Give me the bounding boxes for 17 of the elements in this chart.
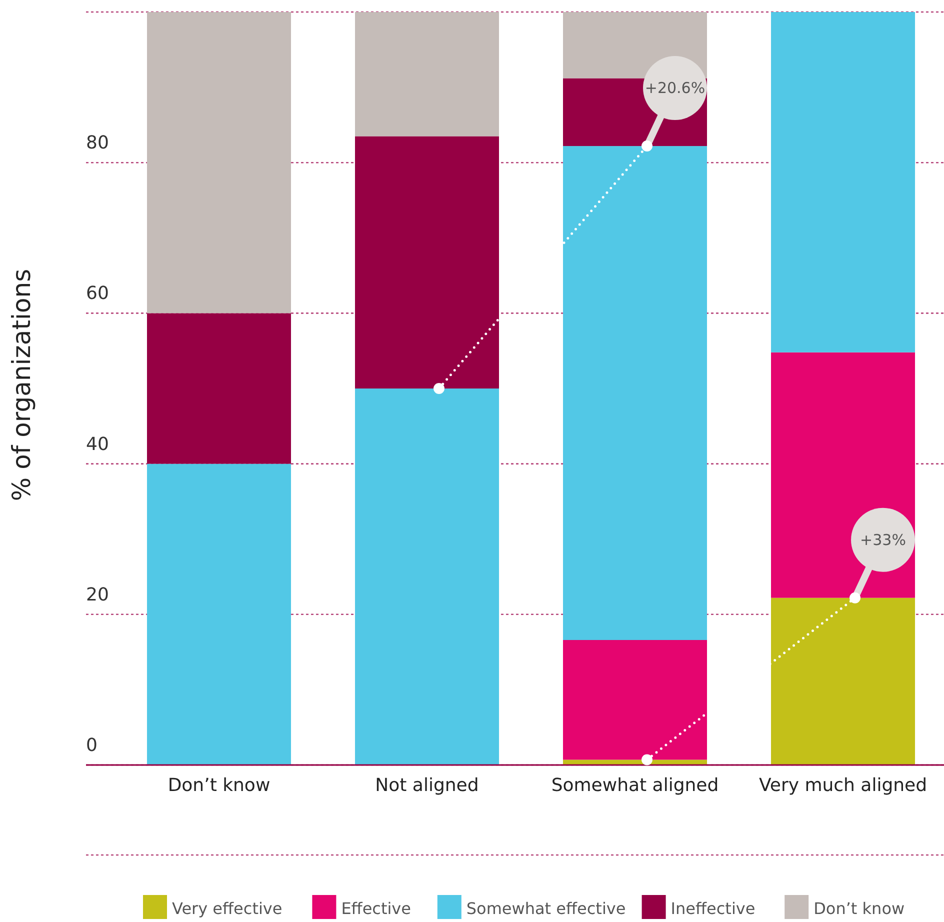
y-axis-title: % of organizations	[7, 268, 36, 502]
legend-label: Don’t know	[814, 899, 905, 918]
x-tick-label: Somewhat aligned	[551, 775, 719, 796]
x-tick-label: Don’t know	[168, 775, 270, 796]
legend-label: Somewhat effective	[466, 899, 626, 918]
legend-label: Very effective	[172, 899, 282, 918]
x-tick-label: Not aligned	[375, 775, 479, 796]
x-tick-label: Very much aligned	[758, 775, 928, 796]
y-tick-label: 0	[86, 735, 98, 756]
annotation: +33%	[860, 530, 906, 549]
y-tick-label: 20	[86, 584, 109, 606]
y-tick-label: 40	[86, 434, 109, 455]
annotation: +20.6%	[644, 79, 706, 98]
y-tick-label: 80	[86, 132, 109, 154]
legend-label: Effective	[341, 899, 412, 918]
y-tick-label: 60	[86, 283, 109, 304]
legend-label: Ineffective	[670, 899, 756, 918]
